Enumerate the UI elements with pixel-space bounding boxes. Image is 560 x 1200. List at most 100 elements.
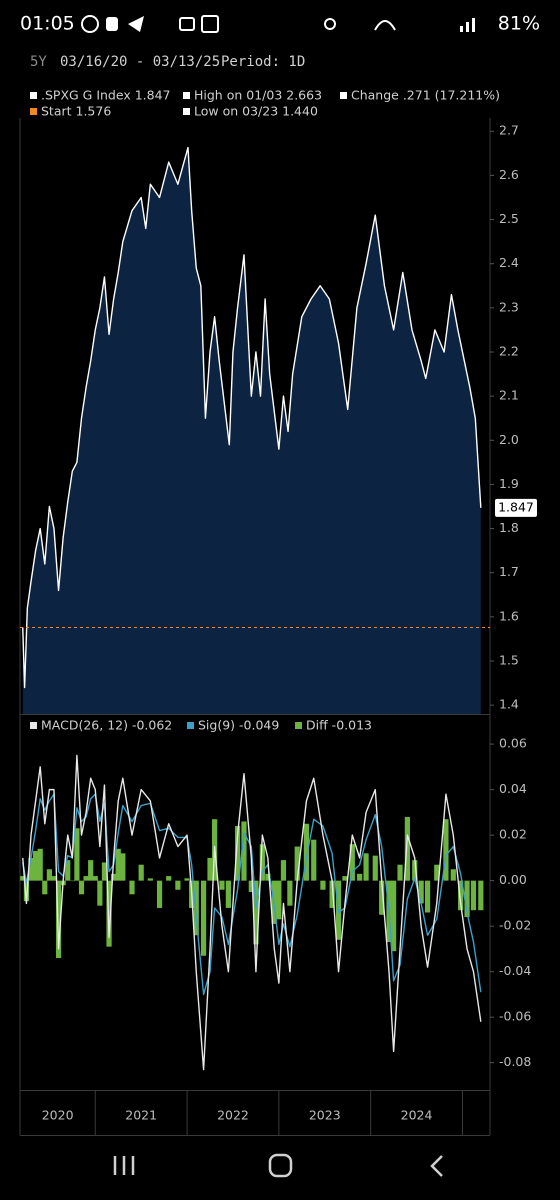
diff-bar [280, 860, 287, 881]
status-icons [81, 15, 475, 33]
interval: Period: 1D [221, 54, 305, 70]
last-value-box [495, 498, 537, 517]
diff-bar [464, 880, 470, 918]
diff-bar [65, 860, 71, 881]
nav-bar [113, 1153, 443, 1178]
legend-label: Start 1.576 [41, 104, 111, 119]
y-tick-label: 2.1 [499, 388, 519, 403]
diff-bar [156, 880, 163, 908]
legend-label: MACD(26, 12) -0.062 [41, 718, 172, 733]
diff-bar [97, 880, 103, 906]
diff-bar [138, 864, 144, 881]
legend-swatch [187, 722, 194, 729]
diff-bar [46, 869, 52, 881]
y-tick-label: -0.02 [499, 918, 531, 933]
diff-bar [424, 880, 431, 913]
diff-bar [129, 880, 135, 895]
diff-bar [88, 860, 94, 881]
charts: .SPXG G Index 1.847 High on 01/03 2.663 Ch… [20, 88, 537, 1135]
y-tick-label: 0.06 [499, 736, 527, 751]
legend-swatch [30, 92, 37, 99]
diff-bar [33, 851, 39, 881]
y-tick-label: 2.4 [499, 255, 519, 270]
y-tick-label: 2.2 [499, 343, 519, 358]
diff-bar [253, 880, 259, 945]
diff-bar [184, 878, 190, 881]
diff-bar [200, 880, 207, 956]
legend-swatch [30, 108, 37, 115]
diff-bar [349, 844, 355, 881]
legend-swatch [183, 108, 190, 115]
diff-bar [303, 823, 310, 881]
diff-bar [241, 821, 247, 881]
diff-bar [294, 846, 300, 881]
diff-bar [225, 880, 231, 908]
home-button[interactable] [268, 1153, 293, 1178]
legend-label: Sig(9) -0.049 [198, 718, 279, 733]
y-tick-label: 2.0 [499, 432, 519, 447]
diff-bar [83, 876, 89, 881]
legend-swatch [340, 92, 347, 99]
diff-bar [23, 880, 30, 902]
x-tick-label: 2022 [217, 1108, 249, 1123]
diff-bar [287, 880, 293, 906]
y-tick-label: 1.7 [499, 564, 519, 579]
y-tick-label: 1.4 [499, 697, 519, 712]
chart-frame [19, 118, 491, 1136]
legend-label: Low on 03/23 1.440 [194, 104, 318, 119]
diff-bar [363, 853, 369, 881]
diff-bar [372, 855, 378, 881]
legend-label: .SPXG G Index 1.847 [41, 88, 171, 103]
diff-bar [28, 857, 34, 881]
legend-label: Diff -0.013 [306, 718, 372, 733]
y-tick-label: 0.02 [499, 827, 527, 842]
x-tick-label: 2021 [125, 1108, 157, 1123]
legend-swatch [30, 722, 37, 729]
diff-bar [78, 880, 85, 895]
y-tick-label: 1.8 [499, 520, 519, 535]
diff-bar [412, 860, 418, 881]
diff-bar [74, 828, 80, 881]
y-tick-label: 2.6 [499, 167, 519, 182]
diff-bar [259, 844, 265, 881]
back-button[interactable] [430, 1155, 443, 1177]
diff-bar [193, 880, 199, 936]
diff-bar [120, 853, 126, 881]
diff-bar [175, 880, 181, 890]
diff-bar [404, 816, 410, 881]
y-tick-label: -0.08 [499, 1054, 531, 1069]
diff-bar [379, 880, 385, 915]
diff-bar [51, 876, 57, 881]
battery-level: 81% [498, 13, 540, 35]
diff-bar [207, 857, 213, 881]
diff-bar [311, 839, 317, 881]
recent-apps-button[interactable] [113, 1156, 135, 1175]
diff-bar [458, 880, 464, 911]
x-tick-label: 2020 [42, 1108, 74, 1123]
y-tick-label: 2.3 [499, 299, 519, 314]
diff-bar [20, 876, 26, 881]
y-tick-label: 0.00 [499, 872, 527, 887]
diff-bar [69, 880, 75, 882]
signal-line [22, 793, 482, 996]
price-line [22, 146, 482, 689]
diff-bar [101, 862, 108, 881]
legend-label: Change .271 (17.211%) [351, 88, 500, 103]
diff-bar [111, 873, 117, 881]
diff-bar [106, 880, 112, 947]
y-tick-label: 2.5 [499, 211, 519, 226]
diff-bar [418, 880, 424, 904]
diff-bar [443, 819, 449, 881]
diff-bar [357, 873, 363, 881]
diff-bar [234, 826, 241, 881]
diff-bar [434, 864, 440, 881]
diff-bar [342, 876, 348, 881]
diff-bar [115, 848, 121, 881]
macd-line [22, 754, 482, 1071]
diff-bar [37, 848, 43, 881]
period-selector[interactable]: 5Y [30, 54, 47, 70]
legend-label: High on 01/03 2.663 [194, 88, 322, 103]
